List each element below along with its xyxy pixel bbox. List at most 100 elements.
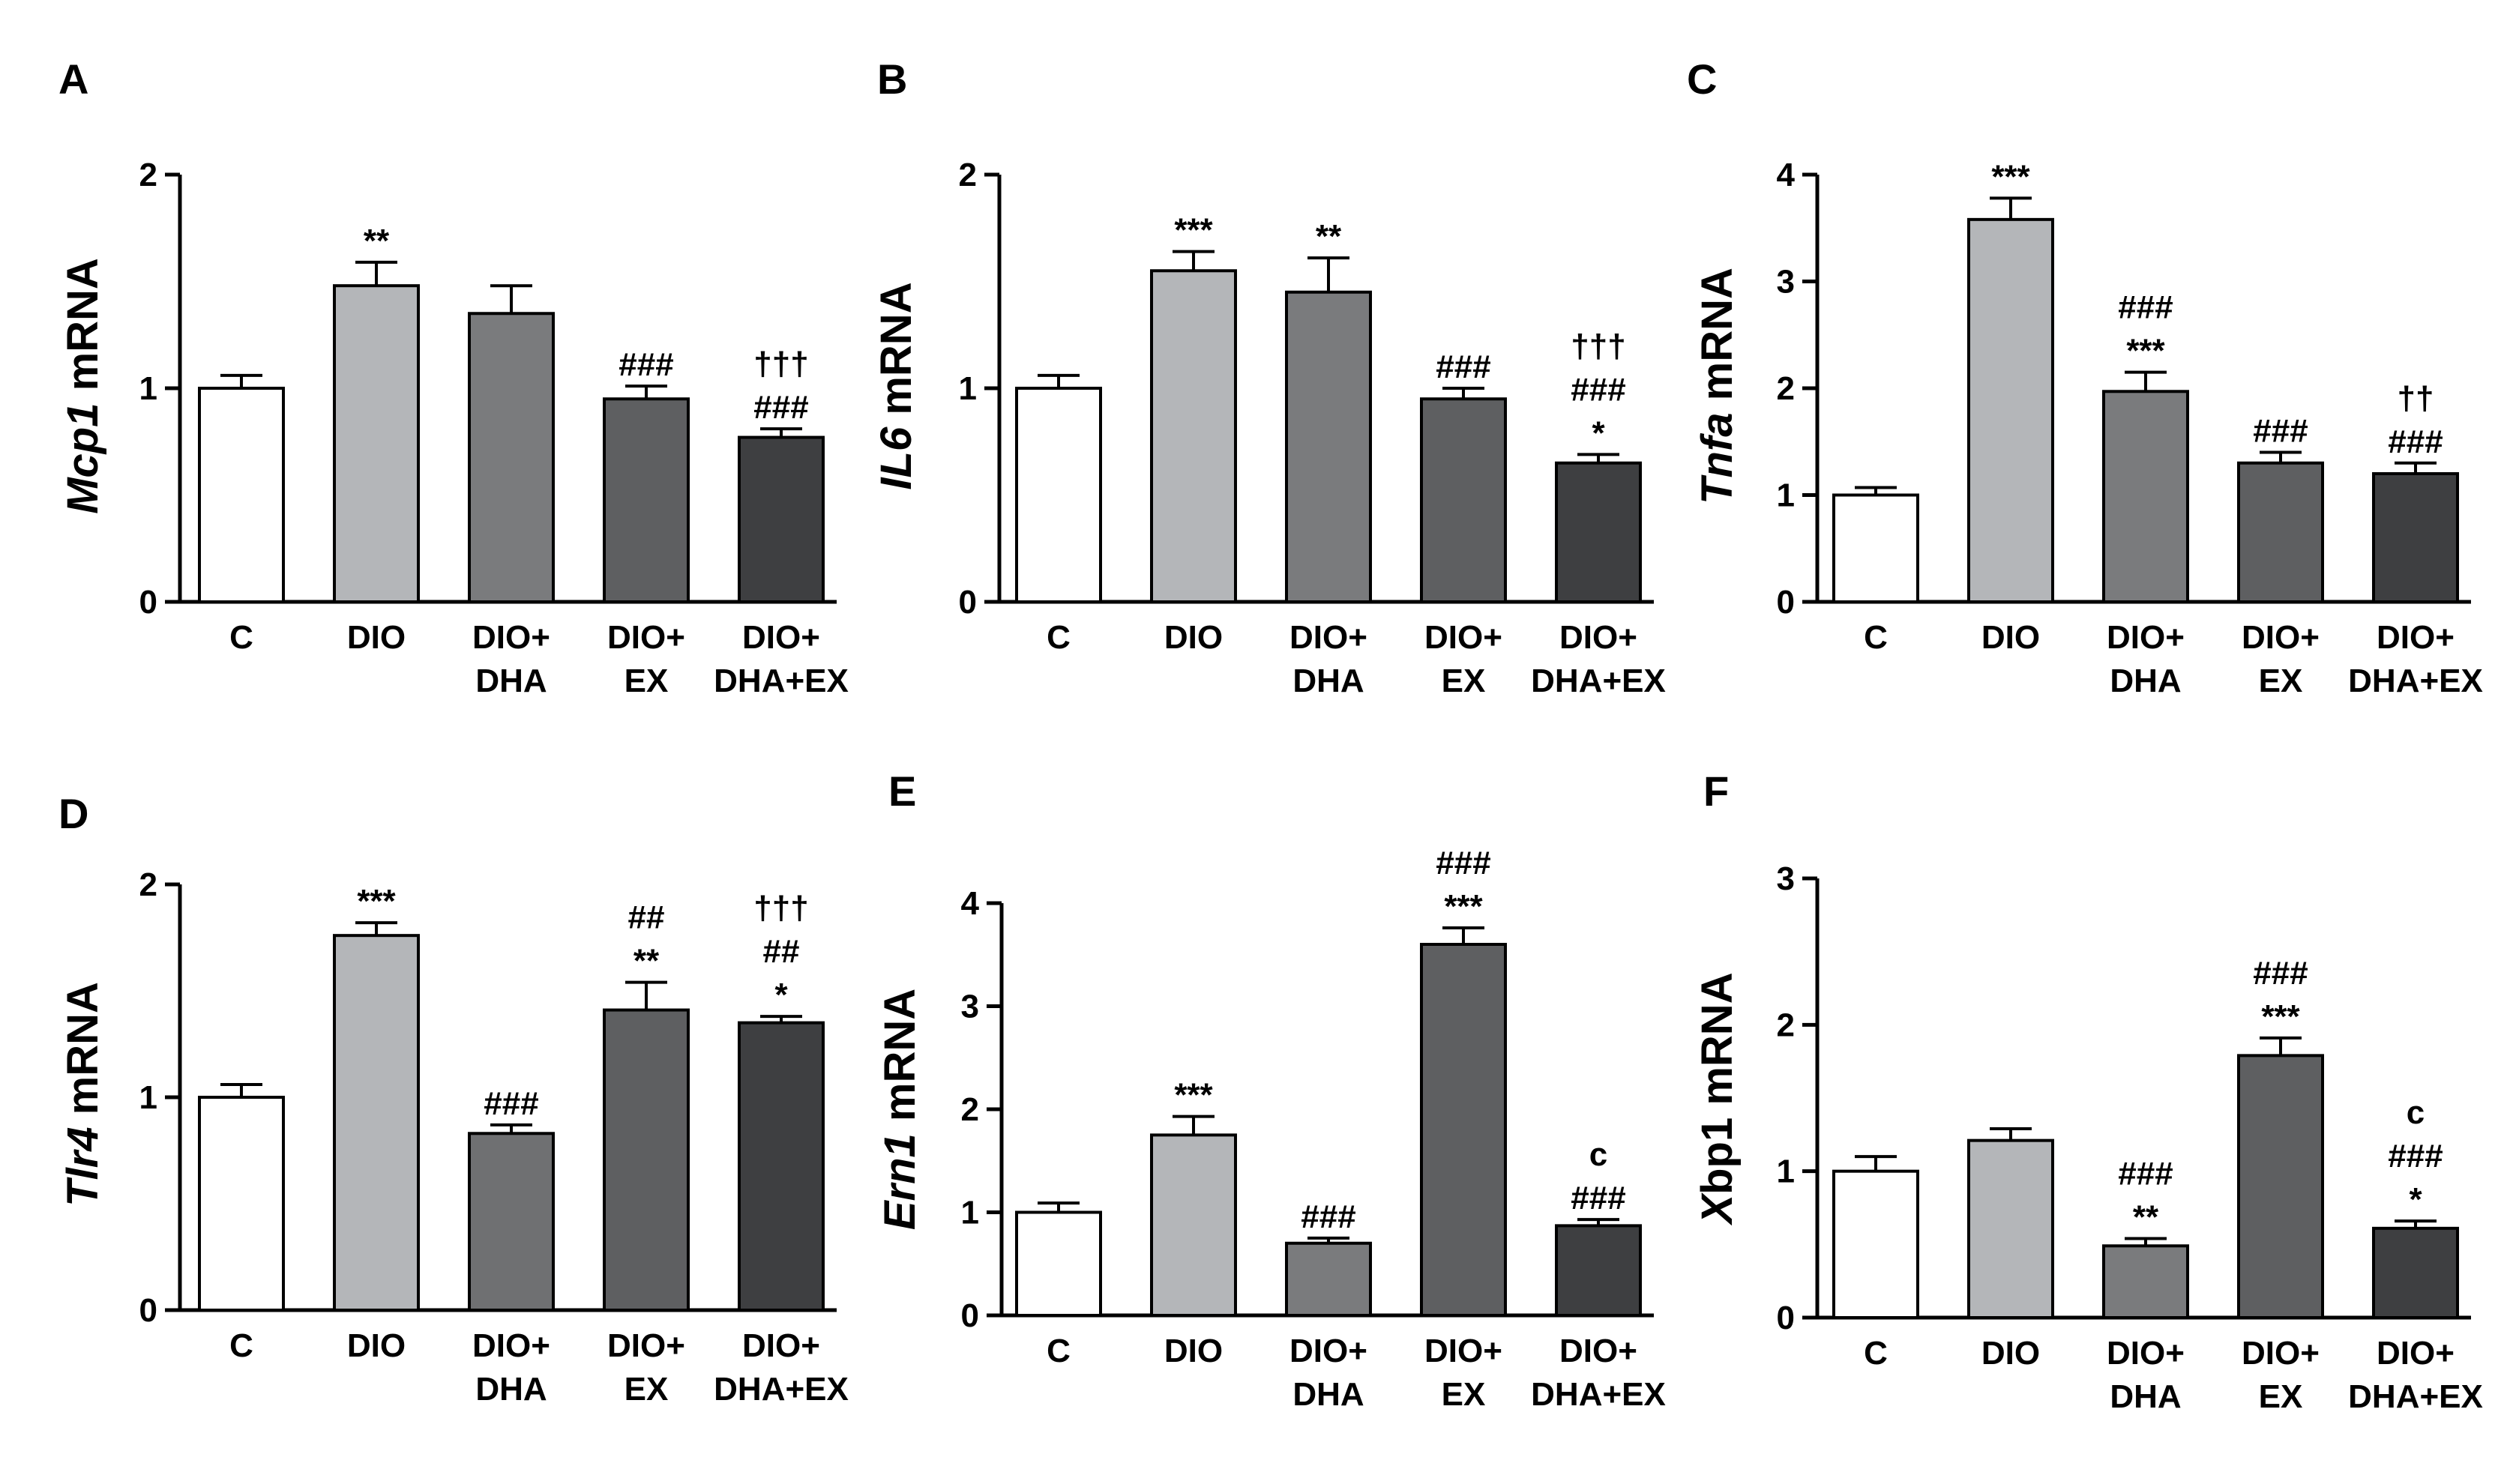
x-category-label: DHA — [2110, 1378, 2181, 1415]
x-category-label: DHA+EX — [1531, 663, 1666, 699]
x-category-label: DIO — [1164, 619, 1223, 656]
x-category-label: C — [229, 1327, 253, 1364]
y-axis-unit: mRNA — [1693, 268, 1742, 412]
bar-f-2 — [2102, 1244, 2189, 1319]
panel-letter: A — [58, 55, 88, 103]
x-category-label: DIO+ — [1424, 1333, 1502, 1369]
y-axis-label: Tnfa mRNA — [1693, 268, 1742, 504]
significance-label: *** — [1991, 158, 2030, 195]
x-category-label: DIO — [1981, 619, 2040, 656]
significance-label: ### — [1571, 371, 1625, 408]
x-category-label: DIO+ — [472, 619, 550, 656]
significance-label: *** — [2126, 333, 2165, 370]
x-category-label: C — [1047, 619, 1071, 656]
significance-label: ### — [2388, 1138, 2443, 1174]
y-tick-label: 1 — [959, 370, 977, 407]
x-category-label: EX — [625, 1371, 669, 1408]
x-category-label: DIO+ — [472, 1327, 550, 1364]
bar-b-0 — [1015, 387, 1102, 603]
x-category-label: DHA+EX — [1531, 1376, 1666, 1413]
bar-d-2 — [468, 1132, 555, 1312]
significance-label: ††† — [1571, 328, 1625, 364]
bar-e-2 — [1285, 1241, 1372, 1317]
x-category-label: DIO+ — [2107, 1335, 2185, 1372]
y-tick-label: 0 — [139, 1292, 157, 1329]
x-category-label: DIO+ — [607, 1327, 685, 1364]
x-category-label: DHA+EX — [714, 1371, 849, 1408]
bar-d-3 — [603, 1008, 690, 1312]
significance-label: ** — [633, 943, 660, 980]
significance-label: * — [2409, 1181, 2422, 1218]
x-category-label: DIO+ — [2242, 619, 2320, 656]
y-tick-label: 4 — [961, 885, 980, 922]
x-category-label: DIO+ — [2377, 1335, 2455, 1372]
y-tick-label: 0 — [959, 584, 977, 621]
y-axis-label: Tlr4 mRNA — [58, 982, 107, 1207]
y-tick-label: 0 — [139, 584, 157, 621]
x-category-label: DIO+ — [1559, 1333, 1637, 1369]
significance-label: *** — [1444, 888, 1483, 925]
bar-e-0 — [1015, 1210, 1102, 1317]
y-tick-label: 3 — [1777, 264, 1795, 301]
significance-label: ## — [763, 933, 800, 970]
panel-letter: B — [877, 55, 907, 103]
x-category-label: DHA+EX — [2348, 1378, 2483, 1415]
significance-label: ### — [484, 1085, 538, 1122]
significance-label: ### — [2388, 423, 2443, 460]
bar-a-3 — [603, 397, 690, 603]
significance-label: ### — [2118, 289, 2173, 326]
x-category-label: DHA+EX — [714, 663, 849, 699]
y-tick-label: 4 — [1777, 157, 1796, 193]
significance-label: ### — [1436, 845, 1490, 881]
bar-b-1 — [1150, 269, 1237, 603]
y-axis-label: IL6 mRNA — [872, 282, 921, 489]
gene-name: X — [1693, 1192, 1742, 1226]
bar-f-0 — [1832, 1169, 1919, 1319]
y-tick-label: 2 — [959, 157, 977, 193]
y-axis-unit: mRNA — [1693, 972, 1742, 1117]
significance-label: ### — [619, 346, 673, 383]
y-tick-label: 0 — [1777, 1300, 1795, 1336]
y-axis-label: Xbp1 mRNA — [1693, 972, 1742, 1225]
panel-letter: D — [58, 790, 88, 837]
bar-d-0 — [198, 1096, 285, 1312]
x-category-label: C — [1047, 1333, 1071, 1369]
bar-c-4 — [2372, 472, 2459, 603]
bar-e-1 — [1150, 1133, 1237, 1317]
significance-label: ### — [2253, 955, 2308, 992]
gene-name: Tnfa — [1693, 412, 1742, 504]
x-category-label: DIO+ — [2107, 619, 2185, 656]
significance-label: c — [1589, 1136, 1607, 1173]
x-category-label: EX — [2259, 1378, 2303, 1415]
significance-label: †† — [2398, 380, 2434, 417]
bar-a-4 — [738, 435, 825, 603]
x-category-label: C — [1864, 1335, 1888, 1372]
x-category-label: DIO+ — [2377, 619, 2455, 656]
bar-f-4 — [2372, 1226, 2459, 1320]
panel-f: F Xbp1 mRNA 0 1 2 3 C DIO DIO+ DHA ### ** DIO+ EX ### *… — [1693, 767, 2483, 1415]
x-category-label: DIO+ — [607, 619, 685, 656]
significance-label: ### — [1301, 1198, 1355, 1235]
gene-name: Ern1 — [876, 1133, 924, 1230]
y-tick-label: 3 — [1777, 860, 1795, 897]
significance-label: * — [774, 977, 788, 1013]
x-category-label: DHA — [475, 663, 547, 699]
x-category-label: EX — [1442, 1376, 1486, 1413]
significance-label: *** — [2261, 998, 2300, 1035]
panel-letter: E — [888, 767, 916, 815]
y-tick-label: 0 — [1777, 584, 1795, 621]
bar-d-4 — [738, 1021, 825, 1312]
y-tick-label: 1 — [1777, 477, 1795, 514]
bar-b-4 — [1555, 461, 1642, 603]
x-category-label: EX — [625, 663, 669, 699]
significance-label: c — [2407, 1094, 2425, 1131]
x-category-label: DHA — [2110, 663, 2181, 699]
significance-label: ** — [2133, 1199, 2159, 1236]
bar-c-0 — [1832, 493, 1919, 603]
y-axis-unit: mRNA — [58, 258, 107, 402]
y-axis-unit: mRNA — [58, 982, 107, 1126]
y-tick-label: 1 — [961, 1195, 979, 1231]
x-category-label: DHA — [1292, 663, 1364, 699]
